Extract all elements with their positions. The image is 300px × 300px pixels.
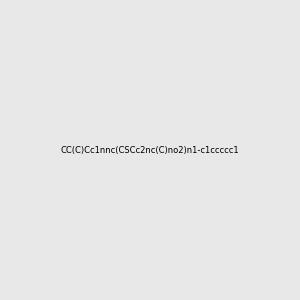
Text: CC(C)Cc1nnc(CSCc2nc(C)no2)n1-c1ccccc1: CC(C)Cc1nnc(CSCc2nc(C)no2)n1-c1ccccc1: [61, 146, 239, 154]
